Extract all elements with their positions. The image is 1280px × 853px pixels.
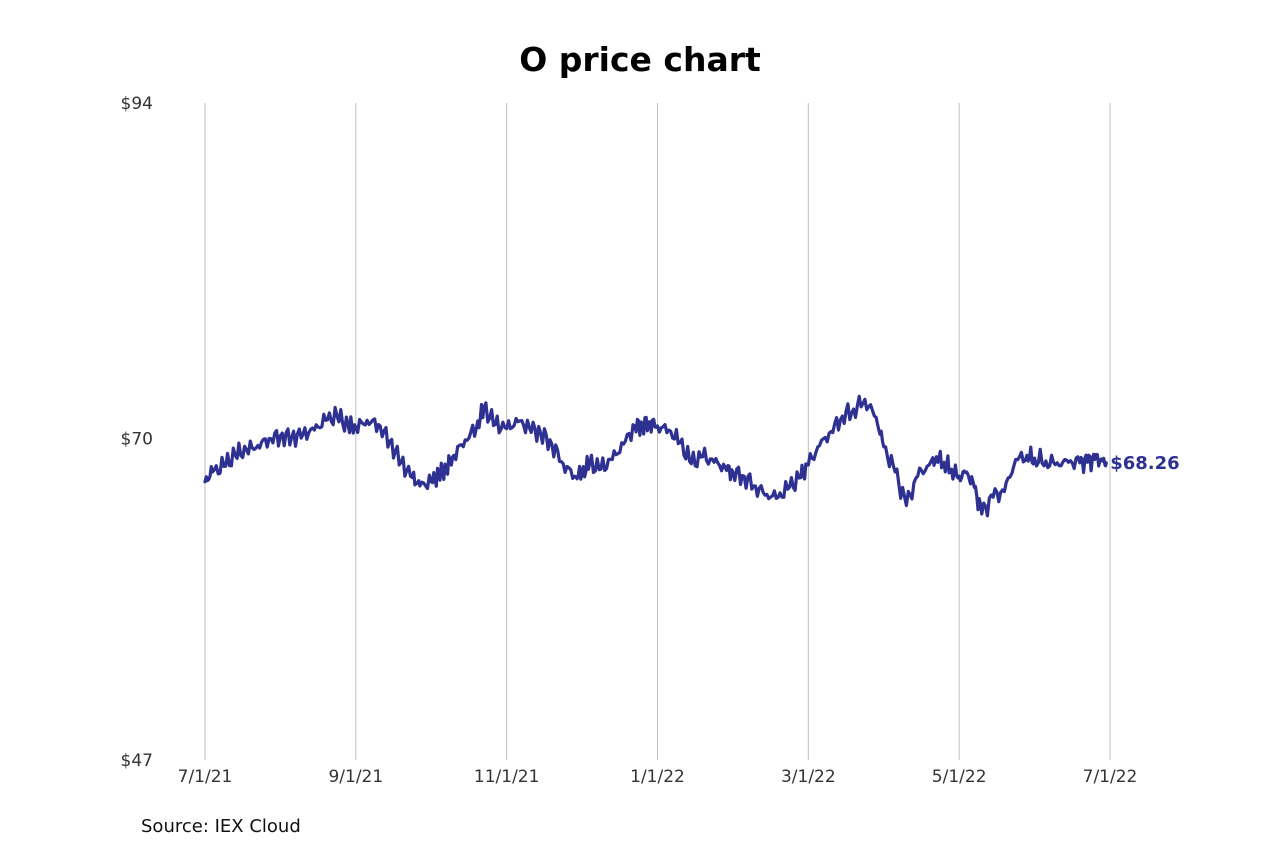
x-axis-ticks: 7/1/21 9/1/21 11/1/21 1/1/22 3/1/22 5/1/22 7/1…	[178, 767, 1138, 787]
y-tick-label: $70	[121, 429, 153, 449]
x-tick-label: 11/1/21	[474, 767, 540, 787]
y-tick-label: $94	[121, 94, 153, 114]
x-tick-label: 7/1/22	[1083, 767, 1138, 787]
x-tick-label: 1/1/22	[630, 767, 685, 787]
x-tick-label: 9/1/21	[328, 767, 383, 787]
x-gridlines	[204, 103, 1111, 760]
y-axis-ticks: $47 $70 $94	[121, 94, 153, 771]
price-series-line	[203, 394, 1108, 518]
chart-title: O price chart	[519, 40, 761, 79]
x-tick-label: 7/1/21	[178, 767, 233, 787]
x-tick-label: 5/1/22	[932, 767, 987, 787]
source-note: Source: IEX Cloud	[141, 816, 301, 837]
x-tick-label: 3/1/22	[781, 767, 836, 787]
last-price-label: $68.26	[1110, 453, 1179, 474]
y-tick-label: $47	[121, 751, 153, 771]
